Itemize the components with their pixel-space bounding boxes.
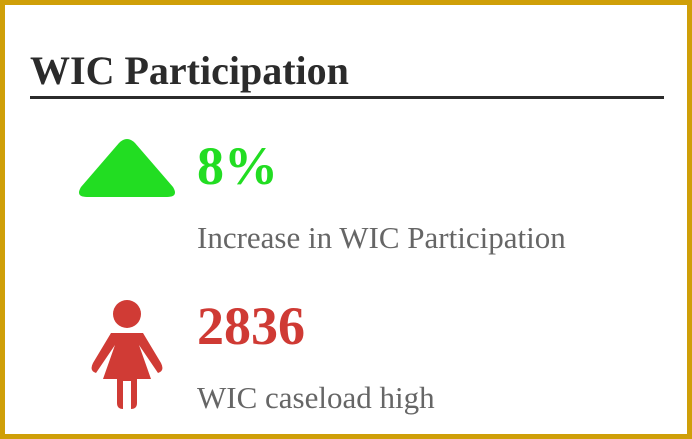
card-title: WIC Participation (30, 48, 349, 93)
up-arrow-icon (79, 139, 175, 197)
person-icon (91, 300, 163, 409)
stat-value: 8% (197, 136, 278, 196)
stat-label: Increase in WIC Participation (197, 220, 566, 255)
stat-value: 2836 (197, 296, 305, 356)
stat-label: WIC caseload high (197, 380, 435, 415)
title-underline (30, 96, 664, 99)
